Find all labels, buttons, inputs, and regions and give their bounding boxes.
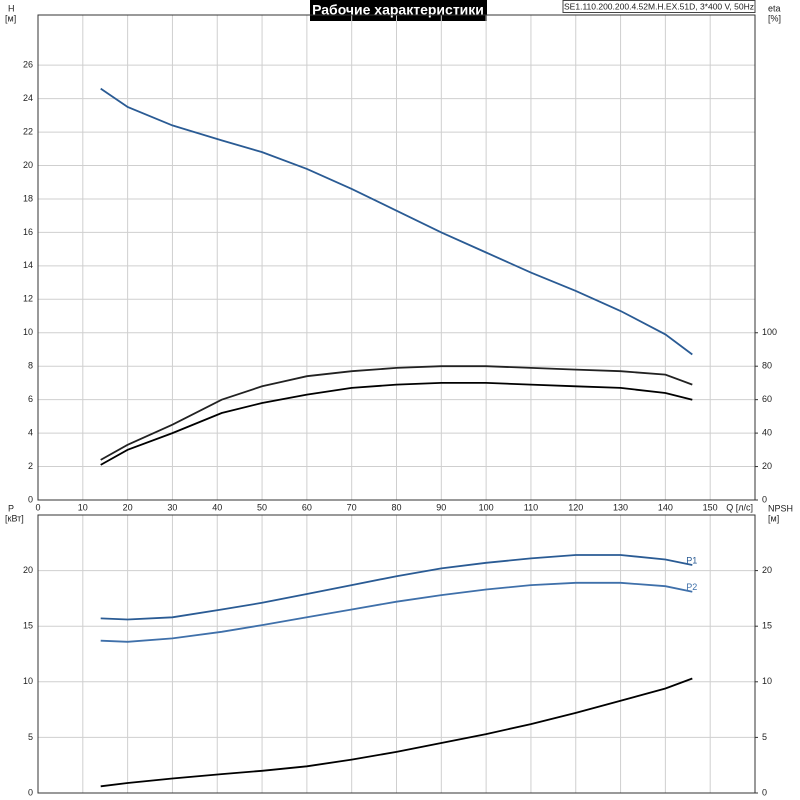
y2-axis-label: NPSH xyxy=(768,503,793,513)
x-axis-label: Q [л/с] xyxy=(726,502,753,512)
y-tick-label: 10 xyxy=(23,676,33,686)
y2-tick-label: 40 xyxy=(762,427,772,437)
x-tick-label: 20 xyxy=(123,502,133,512)
x-tick-label: 110 xyxy=(524,502,538,512)
y-tick-label: 2 xyxy=(28,461,33,471)
model-label: SE1.110.200.200.4.52M.H.EX.51D, 3*400 V,… xyxy=(564,1,754,11)
y2-tick-label: 80 xyxy=(762,361,772,371)
y2-tick-label: 15 xyxy=(762,621,772,631)
x-tick-label: 100 xyxy=(479,502,494,512)
x-tick-label: 130 xyxy=(613,502,628,512)
y2-axis-label: eta xyxy=(768,3,781,13)
y-axis-label: H xyxy=(8,3,15,13)
y-tick-label: 26 xyxy=(23,60,33,70)
x-tick-label: 120 xyxy=(568,502,583,512)
y-tick-label: 14 xyxy=(23,260,33,270)
title-box xyxy=(310,0,487,21)
x-tick-label: 80 xyxy=(391,502,401,512)
series-line xyxy=(100,365,693,461)
y-tick-label: 22 xyxy=(23,126,33,136)
series-label: P1 xyxy=(686,555,697,565)
x-tick-label: 140 xyxy=(658,502,673,512)
y-tick-label: 8 xyxy=(28,361,33,371)
series-line xyxy=(100,87,693,356)
x-tick-label: 60 xyxy=(302,502,312,512)
x-tick-label: 150 xyxy=(703,502,718,512)
plot-frame xyxy=(37,514,756,794)
y2-tick-label: 0 xyxy=(762,494,767,504)
y-tick-label: 4 xyxy=(28,427,33,437)
series-label: P2 xyxy=(686,582,697,592)
y2-tick-label: 60 xyxy=(762,394,772,404)
x-tick-label: 40 xyxy=(212,502,222,512)
series-line xyxy=(100,554,693,621)
y-tick-label: 10 xyxy=(23,327,33,337)
y-tick-label: 0 xyxy=(28,787,33,797)
y2-tick-label: 100 xyxy=(762,327,777,337)
model-box xyxy=(562,0,756,13)
series-line xyxy=(100,677,693,788)
series-line xyxy=(100,382,693,466)
x-tick-label: 70 xyxy=(347,502,357,512)
y2-tick-label: 5 xyxy=(762,732,767,742)
x-tick-label: 10 xyxy=(78,502,88,512)
y2-tick-label: 20 xyxy=(762,565,772,575)
y-tick-label: 16 xyxy=(23,227,33,237)
y-tick-label: 20 xyxy=(23,565,33,575)
y2-axis-unit: [м] xyxy=(768,513,779,523)
x-tick-label: 90 xyxy=(436,502,446,512)
y2-tick-label: 10 xyxy=(762,676,772,686)
series-line xyxy=(100,581,693,643)
y-tick-label: 6 xyxy=(28,394,33,404)
x-tick-label: 30 xyxy=(167,502,177,512)
y2-tick-label: 0 xyxy=(762,787,767,797)
y-tick-label: 5 xyxy=(28,732,33,742)
y-axis-label: P xyxy=(8,503,14,513)
chart-title: Рабочие характеристики xyxy=(312,2,484,18)
x-tick-label: 50 xyxy=(257,502,267,512)
y2-tick-label: 20 xyxy=(762,461,772,471)
y-tick-label: 20 xyxy=(23,160,33,170)
y-tick-label: 0 xyxy=(28,494,33,504)
y-axis-unit: [кВт] xyxy=(5,513,24,523)
y-tick-label: 12 xyxy=(23,294,33,304)
y-tick-label: 24 xyxy=(23,93,33,103)
x-tick-label: 0 xyxy=(35,502,40,512)
y2-axis-unit: [%] xyxy=(768,13,781,23)
y-tick-label: 18 xyxy=(23,193,33,203)
plot-frame xyxy=(37,14,756,501)
y-axis-unit: [м] xyxy=(5,13,16,23)
y-tick-label: 15 xyxy=(23,621,33,631)
